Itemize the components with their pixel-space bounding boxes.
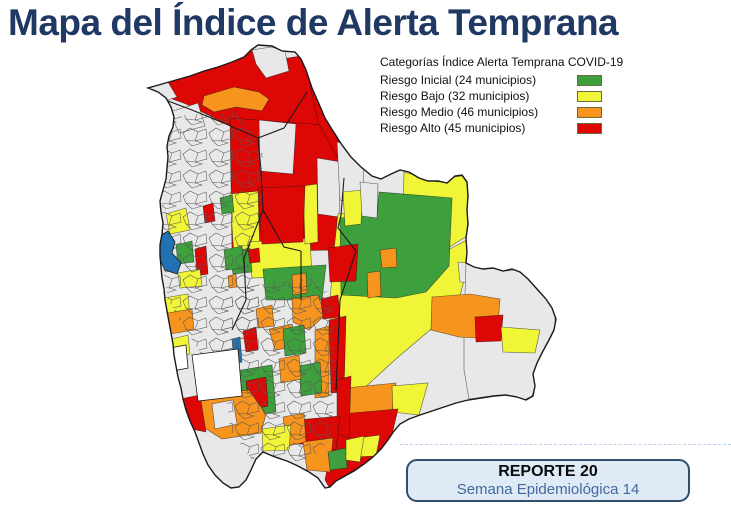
legend-label: Riesgo Alto (45 municipios) — [380, 121, 526, 135]
map-legend: Categorías Índice Alerta Temprana COVID-… — [380, 55, 624, 136]
legend-label: Riesgo Medio (46 municipios) — [380, 105, 539, 119]
legend-swatch-riesgo-alto — [577, 122, 602, 134]
legend-swatch-riesgo-inicial — [577, 74, 602, 86]
risk-patches — [148, 46, 556, 488]
legend-item-riesgo-medio: Riesgo Medio (46 municipios) — [380, 104, 602, 120]
legend-label: Riesgo Bajo (32 municipios) — [380, 89, 530, 103]
legend-item-riesgo-alto: Riesgo Alto (45 municipios) — [380, 120, 602, 136]
country-outline — [145, 44, 557, 489]
department-borders — [159, 91, 357, 391]
legend-label: Riesgo Inicial (24 municipios) — [380, 73, 537, 87]
report-number: REPORTE 20 — [498, 463, 598, 480]
legend-title: Categorías Índice Alerta Temprana COVID-… — [380, 55, 624, 69]
salar-de-uyuni — [191, 348, 243, 402]
report-box: REPORTE 20 Semana Epidemiológica 14 — [406, 459, 690, 502]
legend-item-riesgo-bajo: Riesgo Bajo (32 municipios) — [380, 88, 602, 104]
page-title: Mapa del Índice de Alerta Temprana — [8, 2, 619, 43]
divider-line — [400, 444, 731, 445]
legend-swatch-riesgo-medio — [577, 106, 602, 118]
legend-item-riesgo-inicial: Riesgo Inicial (24 municipios) — [380, 72, 602, 88]
dense-municipality-texture — [222, 278, 336, 468]
epidemiological-week: Semana Epidemiológica 14 — [456, 481, 640, 498]
legend-swatch-riesgo-bajo — [577, 90, 602, 102]
